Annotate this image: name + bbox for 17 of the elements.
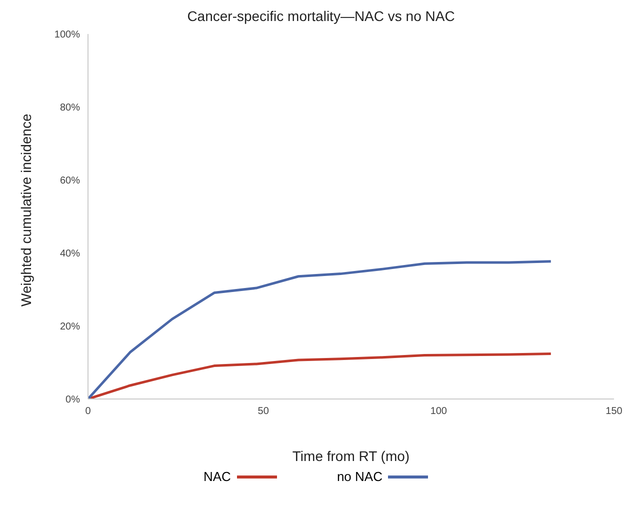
legend-label: no NAC xyxy=(336,469,382,484)
y-tick-label: 60% xyxy=(60,176,80,187)
x-axis-title: Time from RT (mo) xyxy=(292,448,410,464)
y-tick-label: 40% xyxy=(60,248,80,260)
y-tick-label: 20% xyxy=(60,322,80,333)
y-axis-title: Weighted cumulative incidence xyxy=(18,114,34,306)
line-series xyxy=(88,352,552,399)
legend-label: NAC xyxy=(204,469,231,484)
y-tick-label: 80% xyxy=(60,102,80,114)
x-tick-label: 100 xyxy=(430,406,448,418)
y-tick-label: 100% xyxy=(54,30,80,41)
y-tick-label: 0% xyxy=(66,394,80,406)
line-series xyxy=(88,260,552,399)
x-tick-label: 50 xyxy=(258,406,270,418)
chart-title: Cancer-specific mortality—NAC vs no NAC xyxy=(186,8,456,24)
x-tick-label: 150 xyxy=(606,406,623,418)
x-tick-label: 0 xyxy=(85,406,92,418)
